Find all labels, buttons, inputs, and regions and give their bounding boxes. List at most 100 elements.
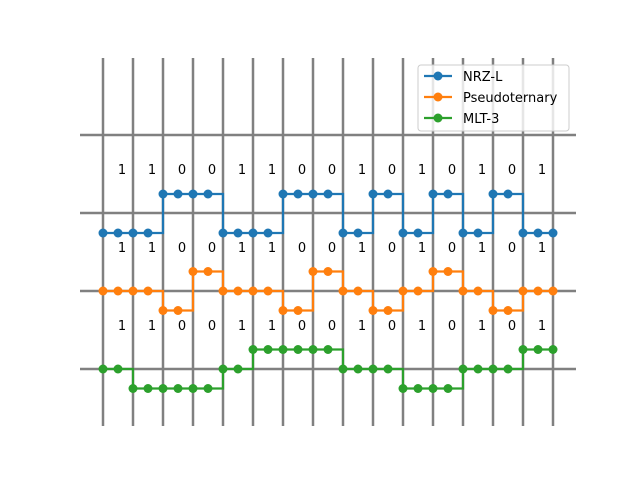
bit-label-row1: 0 bbox=[448, 163, 456, 178]
series-point-1 bbox=[233, 286, 243, 296]
bit-label-row2: 1 bbox=[268, 241, 276, 256]
series-point-0 bbox=[473, 228, 483, 238]
bit-label-row2: 0 bbox=[178, 241, 186, 256]
series-point-0 bbox=[278, 189, 288, 199]
series-point-1 bbox=[398, 286, 408, 296]
series-point-2 bbox=[443, 384, 453, 393]
series-point-2 bbox=[323, 345, 333, 354]
series-point-1 bbox=[533, 286, 543, 296]
series-point-0 bbox=[353, 228, 363, 238]
series-point-0 bbox=[293, 189, 303, 199]
series-point-1 bbox=[368, 306, 378, 315]
series-point-1 bbox=[158, 306, 168, 315]
series-point-2 bbox=[188, 384, 198, 393]
bit-label-row1: 1 bbox=[238, 163, 246, 178]
bit-label-row2: 1 bbox=[418, 241, 426, 256]
bit-label-row2: 1 bbox=[118, 241, 126, 256]
series-point-0 bbox=[308, 189, 318, 199]
bit-label-row2: 0 bbox=[508, 241, 516, 256]
series-point-1 bbox=[323, 267, 333, 276]
series-point-0 bbox=[368, 189, 378, 199]
series-point-1 bbox=[248, 286, 258, 296]
bit-label-row1: 1 bbox=[538, 163, 546, 178]
series-point-1 bbox=[518, 286, 528, 296]
series-point-2 bbox=[383, 364, 393, 374]
bit-label-row1: 0 bbox=[178, 163, 186, 178]
series-point-1 bbox=[278, 306, 288, 315]
series-point-2 bbox=[413, 384, 423, 393]
bit-label-row1: 1 bbox=[418, 163, 426, 178]
series-point-1 bbox=[353, 286, 363, 296]
series-point-2 bbox=[473, 364, 483, 374]
series-point-2 bbox=[503, 364, 513, 374]
legend-marker bbox=[433, 71, 443, 81]
series-point-2 bbox=[488, 364, 498, 374]
series-point-1 bbox=[143, 286, 153, 296]
series-point-0 bbox=[158, 189, 168, 199]
series-point-2 bbox=[458, 364, 468, 374]
series-point-0 bbox=[503, 189, 513, 199]
bit-label-row3: 1 bbox=[148, 319, 156, 334]
bit-label-row2: 1 bbox=[238, 241, 246, 256]
bit-label-row3: 1 bbox=[118, 319, 126, 334]
series-point-1 bbox=[293, 306, 303, 315]
bit-label-row3: 0 bbox=[208, 319, 216, 334]
series-point-2 bbox=[428, 384, 438, 393]
bit-label-row1: 0 bbox=[328, 163, 336, 178]
series-point-0 bbox=[203, 189, 213, 199]
series-point-1 bbox=[473, 286, 483, 296]
series-point-0 bbox=[218, 228, 228, 238]
series-point-0 bbox=[233, 228, 243, 238]
series-point-0 bbox=[413, 228, 423, 238]
bit-label-row3: 0 bbox=[298, 319, 306, 334]
bit-label-row3: 0 bbox=[508, 319, 516, 334]
series-point-2 bbox=[203, 384, 213, 393]
series-point-2 bbox=[173, 384, 183, 393]
bit-label-row3: 1 bbox=[358, 319, 366, 334]
series-point-2 bbox=[278, 345, 288, 354]
series-point-0 bbox=[188, 189, 198, 199]
bit-label-row1: 0 bbox=[388, 163, 396, 178]
series-point-2 bbox=[98, 364, 108, 374]
series-point-2 bbox=[143, 384, 153, 393]
series-point-1 bbox=[188, 267, 198, 276]
bit-label-row3: 0 bbox=[388, 319, 396, 334]
series-point-0 bbox=[98, 228, 108, 238]
series-point-1 bbox=[113, 286, 123, 296]
legend-marker bbox=[433, 92, 443, 102]
series-point-1 bbox=[443, 267, 453, 276]
series-point-2 bbox=[518, 345, 528, 354]
bit-label-row2: 1 bbox=[148, 241, 156, 256]
series-point-2 bbox=[248, 345, 258, 354]
series-point-2 bbox=[548, 345, 558, 354]
series-point-0 bbox=[173, 189, 183, 199]
series-point-0 bbox=[323, 189, 333, 199]
legend-marker bbox=[433, 113, 443, 123]
series-point-1 bbox=[548, 286, 558, 296]
bit-label-row3: 1 bbox=[238, 319, 246, 334]
series-point-2 bbox=[368, 364, 378, 374]
bit-label-row1: 1 bbox=[268, 163, 276, 178]
legend: NRZ-L Pseudoternary MLT-3 bbox=[417, 64, 570, 132]
series-point-0 bbox=[128, 228, 138, 238]
legend-label: MLT-3 bbox=[463, 112, 499, 127]
bit-label-row2: 1 bbox=[478, 241, 486, 256]
series-point-2 bbox=[293, 345, 303, 354]
series-point-0 bbox=[518, 228, 528, 238]
series-point-2 bbox=[158, 384, 168, 393]
series-point-0 bbox=[143, 228, 153, 238]
bit-label-row1: 1 bbox=[358, 163, 366, 178]
bit-label-row3: 0 bbox=[448, 319, 456, 334]
bit-label-row2: 0 bbox=[328, 241, 336, 256]
series-point-0 bbox=[488, 189, 498, 199]
series-point-0 bbox=[458, 228, 468, 238]
series-point-2 bbox=[263, 345, 273, 354]
series-point-0 bbox=[428, 189, 438, 199]
series-point-0 bbox=[263, 228, 273, 238]
bit-label-row2: 1 bbox=[358, 241, 366, 256]
series-point-1 bbox=[263, 286, 273, 296]
series-point-1 bbox=[173, 306, 183, 315]
legend-label: NRZ-L bbox=[463, 70, 503, 85]
bit-label-row2: 1 bbox=[538, 241, 546, 256]
